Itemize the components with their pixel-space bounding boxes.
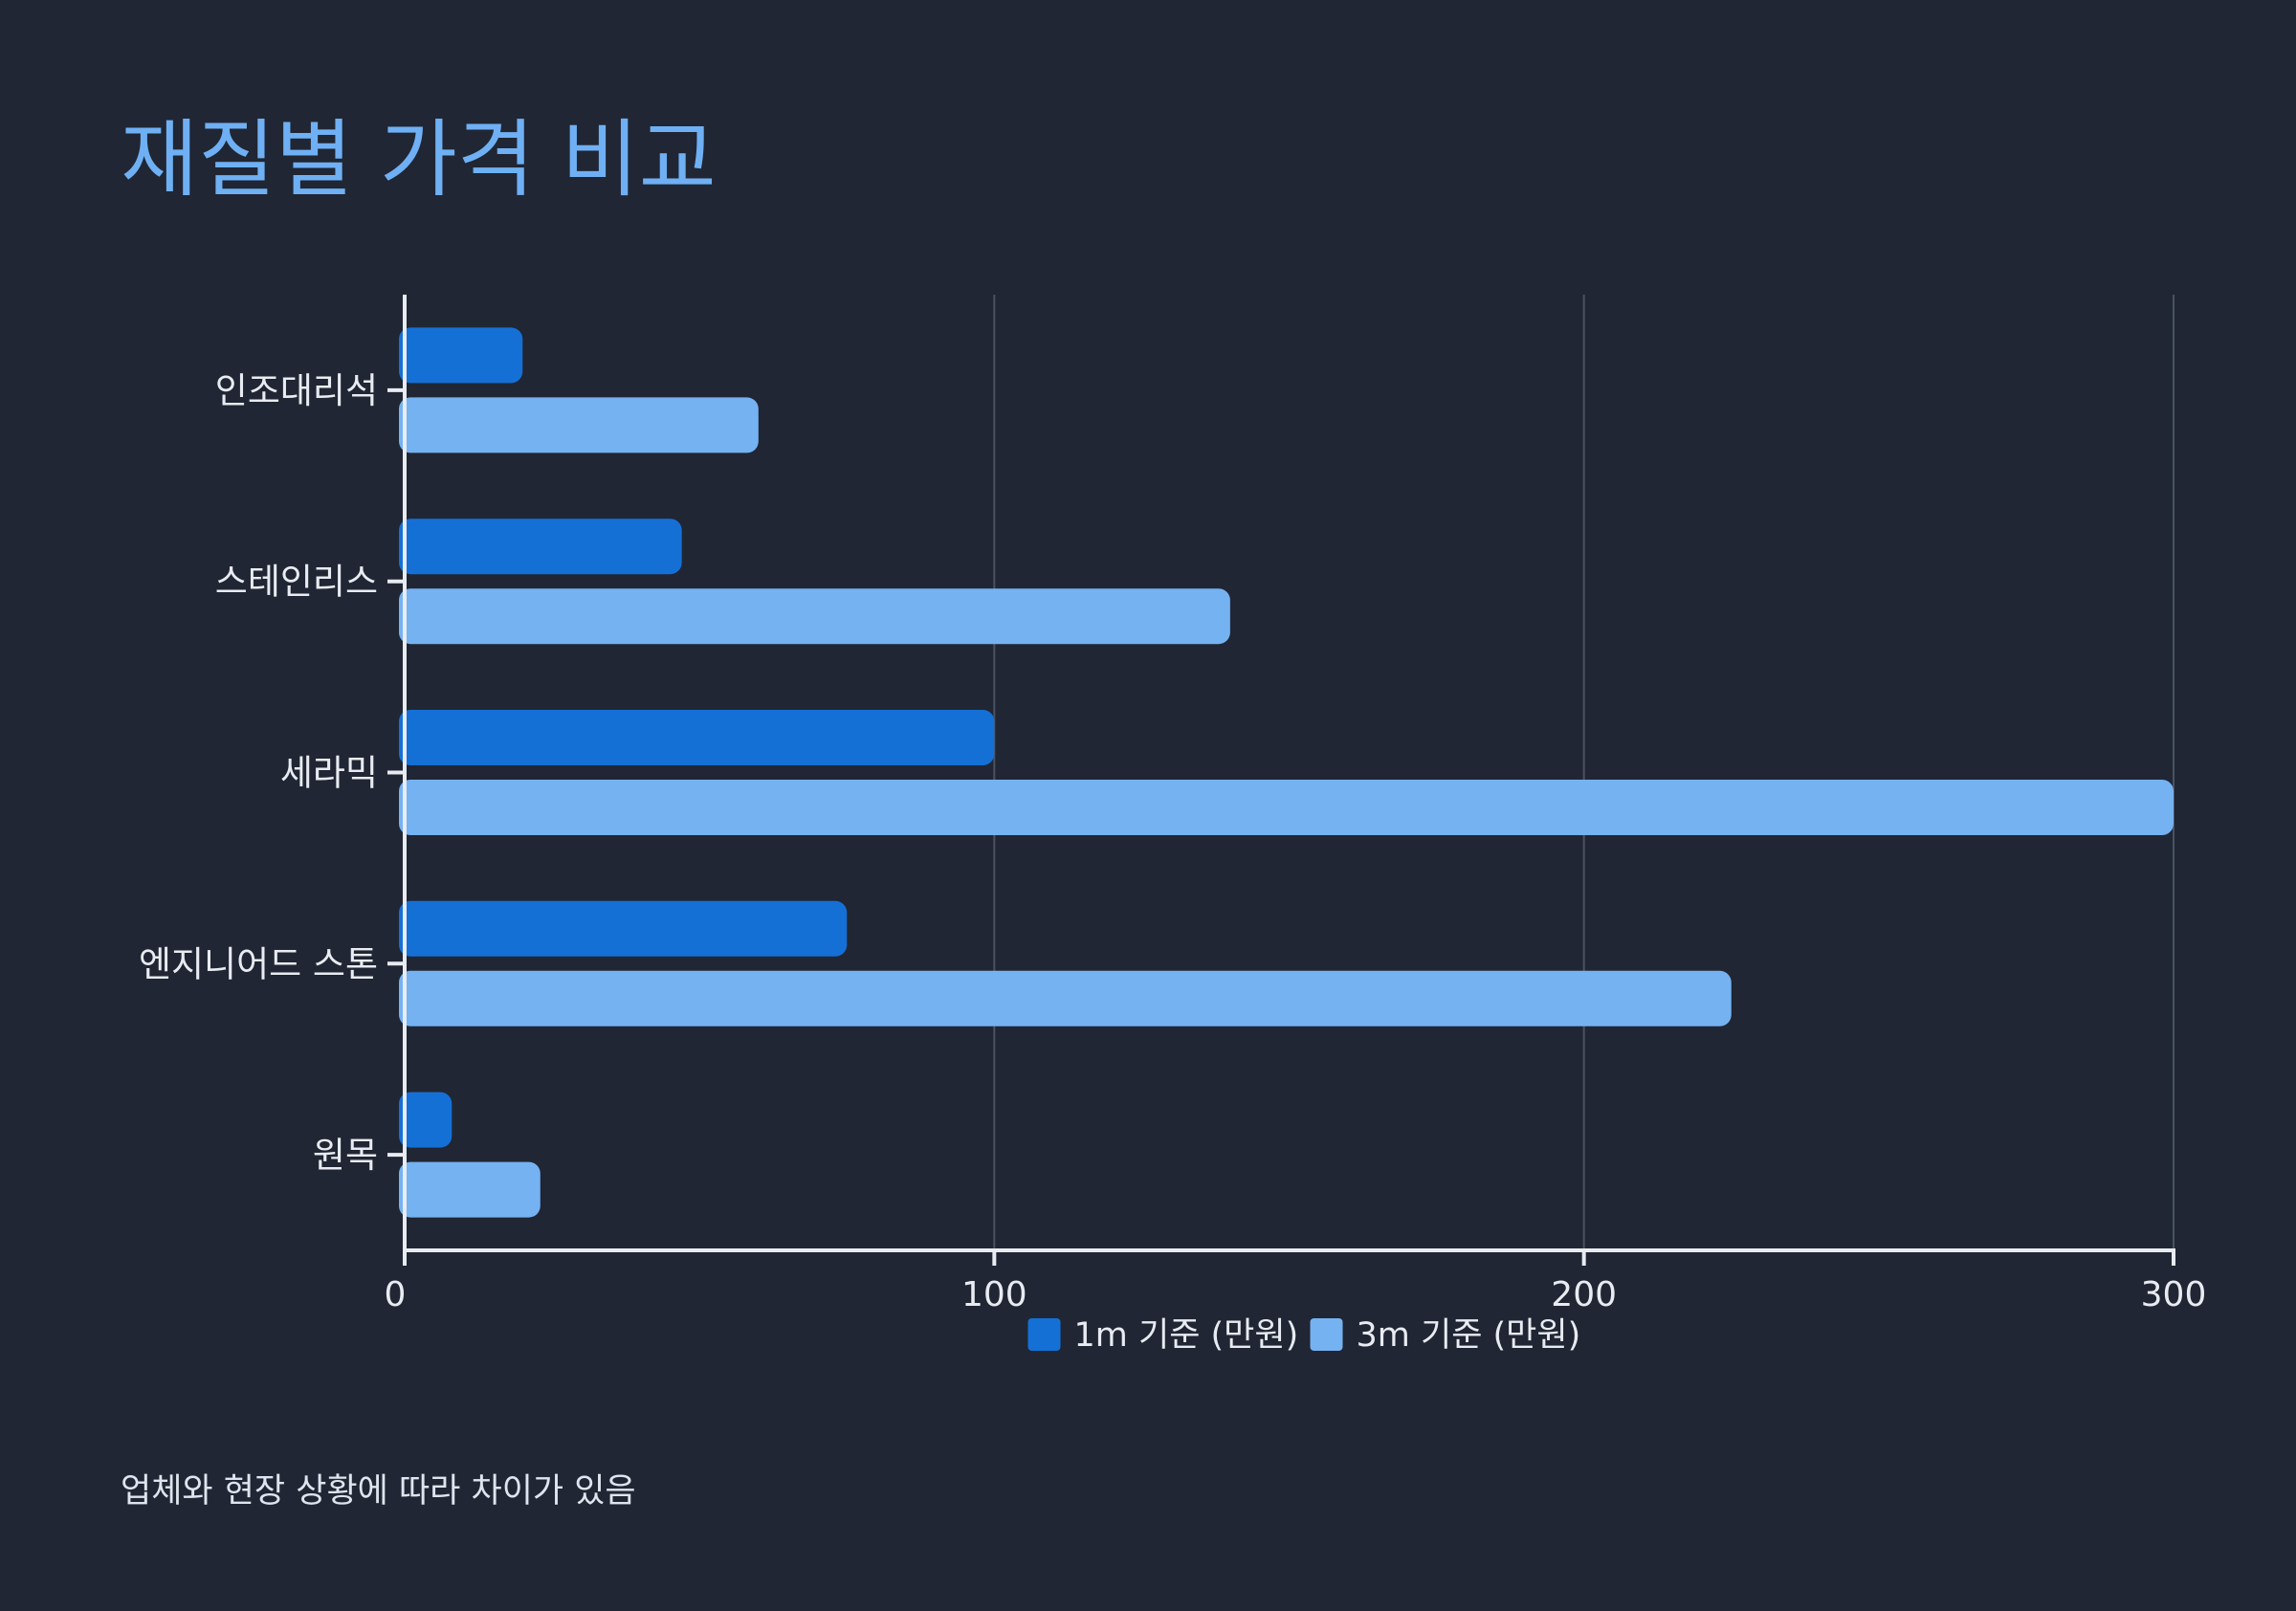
- bar: [399, 588, 1230, 645]
- x-tick-label: 100: [961, 1275, 1027, 1314]
- bar: [399, 397, 759, 453]
- category-label: 인조대리석: [215, 370, 378, 411]
- legend: 1m 기준 (만원) 3m 기준 (만원): [1027, 1316, 1581, 1355]
- x-tick-label: 300: [2141, 1275, 2207, 1314]
- category-label: 엔지니어드 스톤: [139, 943, 378, 984]
- x-tick-label: 0: [385, 1275, 407, 1314]
- x-tick-label: 200: [1551, 1275, 1617, 1314]
- category-label: 스테인리스: [215, 562, 378, 603]
- bar: [399, 1092, 453, 1148]
- grid-lines: [993, 295, 2175, 1250]
- chart-note: 업체와 현장 상황에 따라 차이가 있음: [121, 1472, 636, 1511]
- bar: [399, 710, 995, 765]
- bars: [399, 327, 2174, 1218]
- bar: [399, 519, 682, 575]
- chart-title: 재질별 가격 비교: [121, 110, 717, 209]
- legend-swatch: [1310, 1318, 1343, 1351]
- legend-swatch: [1027, 1318, 1061, 1351]
- bar: [399, 900, 848, 957]
- legend-label: 3m 기준 (만원): [1357, 1316, 1581, 1355]
- bar: [399, 970, 1732, 1026]
- category-label: 원목: [313, 1135, 378, 1176]
- legend-label: 1m 기준 (만원): [1074, 1316, 1299, 1355]
- bar: [399, 327, 523, 384]
- bar: [399, 1161, 541, 1218]
- category-label: 세라믹: [280, 753, 378, 794]
- bar: [399, 780, 2174, 835]
